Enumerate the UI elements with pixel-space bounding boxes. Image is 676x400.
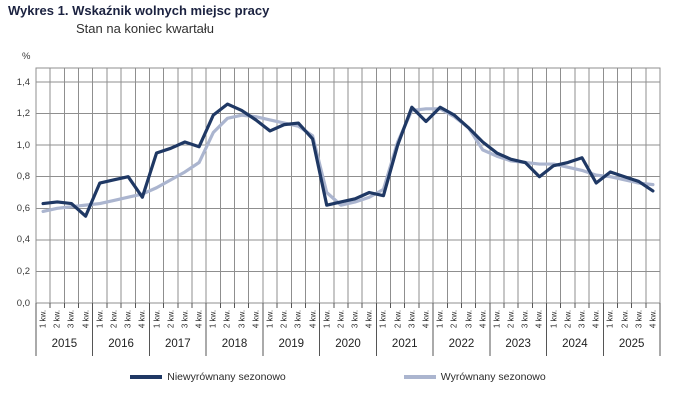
x-axis-year-label: 2021: [391, 338, 418, 350]
x-axis-quarter-label: 4 kw.: [364, 309, 374, 329]
x-axis-quarter-label: 2 kw.: [166, 309, 176, 329]
legend-line-swatch-unadjusted: [130, 375, 163, 379]
x-axis-quarter-label: 3 kw.: [350, 309, 360, 329]
x-axis-quarter-label: 3 kw.: [293, 309, 303, 329]
x-axis-quarter-label: 2 kw.: [506, 309, 516, 329]
x-axis-quarter-label: 1 kw.: [265, 309, 275, 329]
y-axis-unit-label: %: [22, 51, 31, 62]
x-axis-quarter-label: 4 kw.: [478, 309, 488, 329]
x-axis-quarter-label: 1 kw.: [95, 309, 105, 329]
x-axis-quarter-label: 2 kw.: [620, 309, 630, 329]
x-axis-year-label: 2017: [165, 338, 191, 350]
x-axis-year-label: 2018: [221, 338, 248, 350]
x-axis-year-label: 2015: [51, 338, 78, 350]
x-axis-quarter-label: 1 kw.: [492, 309, 502, 329]
x-axis-quarter-label: 4 kw.: [194, 309, 204, 329]
x-axis-year-label: 2022: [448, 338, 475, 350]
x-axis-quarter-label: 3 kw.: [577, 309, 587, 329]
x-axis-quarter-label: 3 kw.: [237, 309, 247, 329]
legend-item-unadjusted: Niewyrównany sezonowo: [130, 371, 286, 383]
x-axis-quarter-label: 4 kw.: [308, 309, 318, 329]
series-line-unadjusted: [41, 102, 655, 218]
x-axis-quarter-label: 4 kw.: [81, 309, 91, 329]
x-axis-quarter-label: 2 kw.: [52, 309, 62, 329]
y-axis-tick-label: 1,4: [16, 76, 30, 88]
chart-subtitle: Stan na koniec kwartału: [76, 21, 215, 36]
x-axis-quarter-label: 3 kw.: [464, 309, 474, 329]
x-axis-quarter-label: 4 kw.: [421, 309, 431, 329]
x-axis-quarter-label: 3 kw.: [66, 309, 76, 329]
x-axis-quarter-label: 1 kw.: [208, 309, 218, 329]
y-axis-tick-label: 1,2: [16, 108, 30, 120]
x-axis-year-label: 2020: [335, 338, 361, 350]
chart-title: Wykres 1. Wskaźnik wolnych miejsc pracy: [8, 3, 270, 18]
x-axis-year-label: 2019: [278, 338, 305, 350]
y-axis-tick-label: 1,0: [16, 139, 30, 151]
x-axis-quarter-label: 1 kw.: [322, 309, 332, 329]
x-axis-quarter-label: 2 kw.: [222, 309, 232, 329]
legend-label-adjusted: Wyrównany sezonowo: [440, 371, 546, 383]
x-axis-quarter-label: 2 kw.: [279, 309, 289, 329]
legend-label-unadjusted: Niewyrównany sezonowo: [167, 371, 286, 383]
x-axis-quarter-label: 3 kw.: [407, 309, 417, 329]
x-axis-quarter-label: 1 kw.: [38, 309, 48, 329]
x-axis-quarter-label: 3 kw.: [180, 309, 190, 329]
x-axis-quarter-label: 1 kw.: [605, 309, 615, 329]
x-axis-quarter-label: 2 kw.: [336, 309, 346, 329]
x-axis-quarter-label: 4 kw.: [534, 309, 544, 329]
legend-item-adjusted: Wyrównany sezonowo: [403, 371, 546, 383]
x-axis-quarter-label: 3 kw.: [634, 309, 644, 329]
x-axis-quarter-label: 1 kw.: [549, 309, 559, 329]
legend: Niewyrównany sezonowo Wyrównany sezonowo: [0, 371, 676, 383]
x-axis-quarter-label: 2 kw.: [393, 309, 403, 329]
y-axis-tick-label: 0,8: [16, 171, 30, 183]
x-axis-year-label: 2023: [505, 338, 531, 350]
x-axis-year-label: 2024: [562, 338, 588, 350]
x-axis-quarter-label: 4 kw.: [137, 309, 147, 329]
y-axis-tick-label: 0,2: [16, 265, 30, 277]
legend-line-swatch-adjusted: [403, 375, 436, 379]
x-axis-quarter-label: 2 kw.: [563, 309, 573, 329]
x-axis-quarter-label: 4 kw.: [648, 309, 658, 329]
x-axis-quarter-label: 1 kw.: [435, 309, 445, 329]
x-axis-quarter-label: 1 kw.: [152, 309, 162, 329]
x-axis-quarter-label: 4 kw.: [251, 309, 261, 329]
x-axis-quarter-label: 3 kw.: [520, 309, 530, 329]
y-axis-tick-label: 0,0: [16, 297, 30, 309]
x-axis-year-label: 2016: [108, 338, 134, 350]
y-axis-tick-label: 0,6: [16, 202, 30, 214]
x-axis-year-label: 2025: [618, 338, 645, 350]
x-axis-quarter-label: 2 kw.: [449, 309, 459, 329]
x-axis-quarter-label: 1 kw.: [378, 309, 388, 329]
x-axis-quarter-label: 4 kw.: [591, 309, 601, 329]
y-axis-tick-label: 0,4: [16, 234, 30, 246]
x-axis-quarter-label: 2 kw.: [109, 309, 119, 329]
x-axis-quarter-label: 3 kw.: [123, 309, 133, 329]
